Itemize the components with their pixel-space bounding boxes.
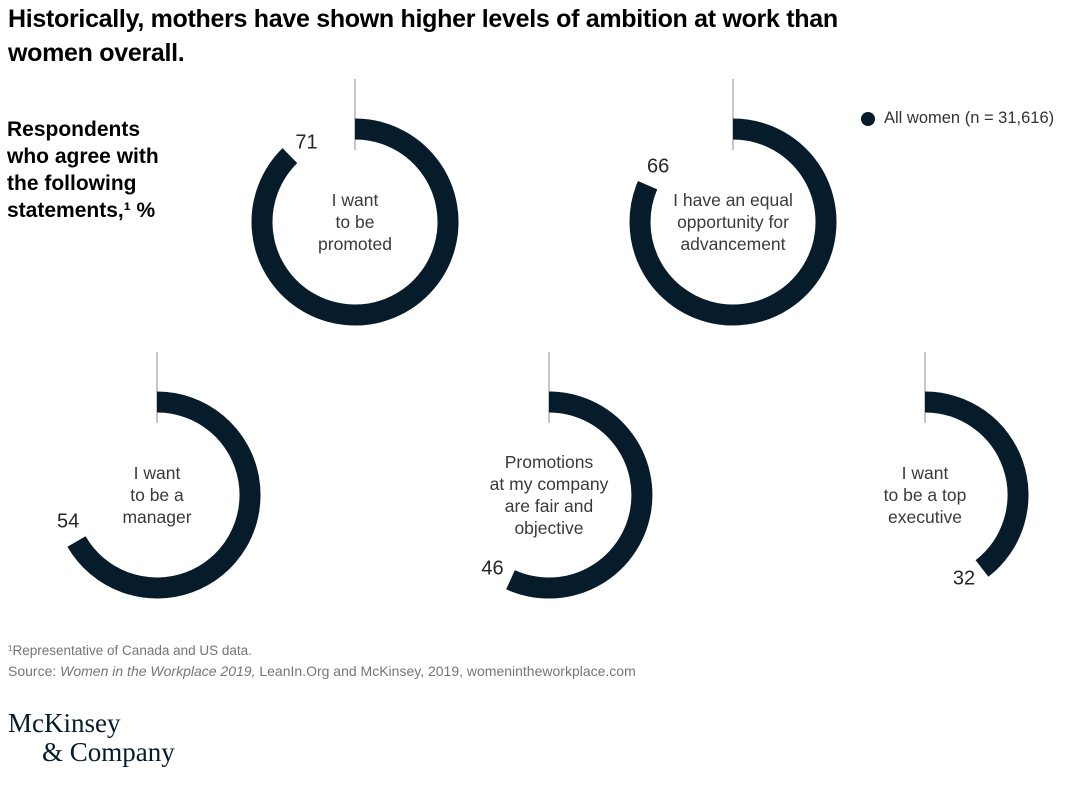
source-rest: LeanIn.Org and McKinsey, 2019, womeninth… (255, 663, 636, 679)
source-line: Source: Women in the Workplace 2019, Lea… (8, 663, 636, 679)
donut-i-want-to-be-promoted: I want to be promoted 71 (220, 72, 490, 372)
logo-line-1: McKinsey (8, 708, 121, 738)
legend-label: All women (n = 31,616) (884, 109, 1055, 127)
gauge-svg-promotions-at-my-company-are-fair-and-objective (506, 352, 653, 599)
gauge-value-label: 54 (56, 510, 80, 533)
source-publication: Women in the Workplace 2019, (60, 663, 256, 679)
gauge-value-label: 66 (646, 155, 670, 178)
gauge-arc (629, 118, 837, 326)
gauge-arc (251, 118, 459, 326)
gauge-category-label: I want to be promoted (318, 190, 392, 254)
chart-title: Historically, mothers have shown higher … (8, 5, 838, 67)
donut-i-have-an-equal-opportunity-for-advancement: I have an equal opportunity for advancem… (598, 72, 868, 372)
gauge-svg-i-want-to-be-a-manager (67, 352, 261, 599)
gauge-value-label: 46 (481, 557, 504, 580)
gauge-value-label: 32 (952, 567, 976, 590)
legend: All women (n = 31,616) (861, 109, 1054, 128)
logo-line-2: & Company (42, 737, 175, 767)
gauge-arc (67, 391, 261, 599)
gauge-svg-i-want-to-be-a-top-executive (924, 352, 1029, 577)
donut-i-want-to-be-a-manager: I want to be a manager 54 (22, 345, 292, 645)
source-prefix: Source: (8, 663, 61, 679)
legend-dot-icon (861, 111, 875, 126)
gauge-category-label: I want to be a manager (122, 463, 192, 527)
gauge-svg-i-want-to-be-promoted (251, 79, 459, 326)
gauge-arc (924, 391, 1029, 577)
gauge-category-label: I want to be a top executive (883, 463, 967, 527)
gauge-category-label: I have an equal opportunity for advancem… (673, 190, 793, 254)
gauge-value-label: 71 (295, 131, 318, 154)
gauge-svg-i-have-an-equal-opportunity-for-advancement (629, 79, 837, 326)
mckinsey-logo: McKinsey & Company (8, 709, 175, 767)
donut-i-want-to-be-a-top-executive: I want to be a top executive 32 (790, 345, 1060, 645)
chart-units-label: Respondents who agree with the following… (7, 118, 159, 222)
gauge-category-label: Promotions at my company are fair and ob… (489, 452, 609, 538)
donut-promotions-at-my-company-are-fair-and-objective: Promotions at my company are fair and ob… (414, 345, 684, 645)
gauge-arc (506, 391, 653, 599)
footnote: ¹Representative of Canada and US data. (8, 643, 252, 658)
